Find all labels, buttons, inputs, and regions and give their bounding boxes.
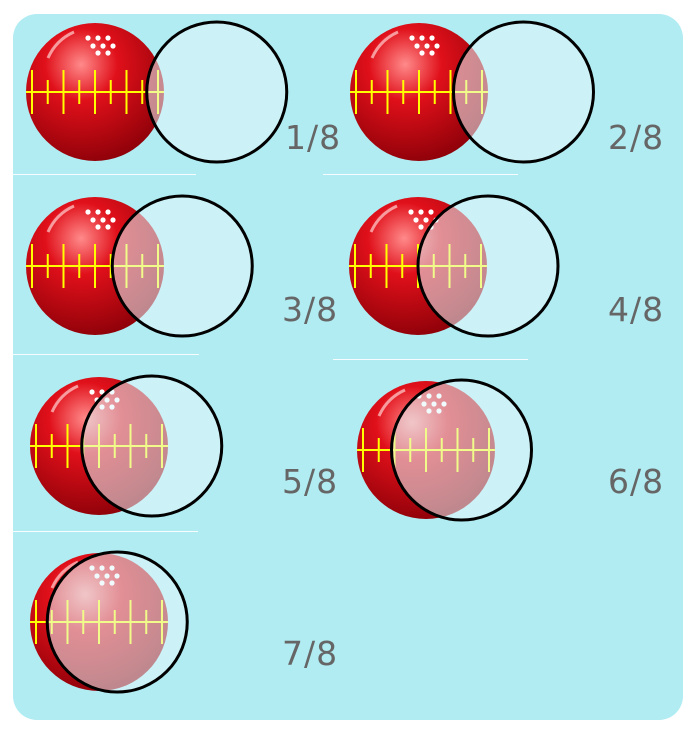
- highlight-dot: [408, 209, 414, 215]
- highlight-dot: [95, 35, 101, 41]
- highlight-dot: [105, 35, 111, 41]
- fraction-label-4: 4/8: [608, 290, 665, 329]
- overlap-graphic-5: [30, 374, 224, 518]
- row-divider-right-2: [333, 359, 528, 360]
- fraction-label-7: 7/8: [282, 634, 339, 673]
- covering-circle: [145, 20, 289, 164]
- overlap-graphic-1: [26, 20, 289, 164]
- diagram-panel: 1/8 2/8 3/8 4/8 5/8 6/8 7/8: [13, 14, 683, 720]
- covering-circle: [45, 550, 189, 694]
- highlight-dot: [100, 43, 106, 49]
- row-divider-right-1: [323, 174, 518, 175]
- covering-circle: [80, 374, 224, 518]
- highlight-dot: [429, 35, 435, 41]
- row-divider-left-1: [13, 174, 196, 175]
- overlap-graphic-6: [357, 378, 533, 522]
- fraction-label-3: 3/8: [282, 290, 339, 329]
- highlight-dot: [428, 209, 434, 215]
- highlight-dot: [90, 217, 96, 223]
- highlight-dot: [409, 35, 415, 41]
- covering-circle: [416, 194, 560, 338]
- highlight-arc: [369, 204, 398, 233]
- highlight-dot: [105, 50, 111, 56]
- highlight-dot: [413, 217, 419, 223]
- step-3: 3/8: [26, 194, 356, 366]
- overlap-graphic-2: [350, 20, 595, 164]
- highlight-arc: [50, 560, 79, 589]
- highlight-dot: [418, 209, 424, 215]
- step-6: 6/8: [357, 378, 683, 550]
- fraction-label-6: 6/8: [608, 462, 665, 501]
- highlight-dot: [85, 35, 91, 41]
- row-divider-left-2: [13, 354, 199, 355]
- covering-circle: [110, 194, 254, 338]
- highlight-dot: [105, 209, 111, 215]
- overlap-graphic-3: [26, 194, 254, 338]
- highlight-dot: [110, 217, 116, 223]
- highlight-dot: [95, 50, 101, 56]
- fraction-label-5: 5/8: [282, 462, 339, 501]
- step-2: 2/8: [350, 20, 680, 192]
- highlight-arc: [46, 204, 75, 233]
- highlight-dot: [89, 389, 95, 395]
- highlight-dot: [95, 224, 101, 230]
- step-7: 7/8: [30, 550, 360, 720]
- highlight-dot: [423, 217, 429, 223]
- highlight-dot: [85, 209, 91, 215]
- overlap-graphic-7: [30, 550, 189, 694]
- highlight-dot: [419, 35, 425, 41]
- row-divider-left-3: [13, 531, 198, 532]
- overlap-graphic-4: [349, 194, 560, 338]
- highlight-dot: [100, 217, 106, 223]
- highlight-arc: [377, 388, 406, 417]
- highlight-dot: [90, 43, 96, 49]
- highlight-dot: [110, 43, 116, 49]
- covering-circle: [452, 20, 595, 164]
- highlight-arc: [50, 384, 79, 413]
- fraction-label-2: 2/8: [608, 118, 665, 157]
- highlight-dot: [434, 43, 440, 49]
- covering-circle: [390, 378, 533, 522]
- highlight-dot: [418, 224, 424, 230]
- highlight-dot: [424, 43, 430, 49]
- step-1: 1/8: [26, 20, 356, 192]
- highlight-arc: [46, 30, 75, 59]
- highlight-arc: [370, 30, 399, 59]
- highlight-dot: [105, 224, 111, 230]
- highlight-dot: [99, 389, 105, 395]
- step-5: 5/8: [30, 374, 360, 546]
- highlight-dot: [414, 43, 420, 49]
- fraction-label-1: 1/8: [285, 118, 342, 157]
- highlight-dot: [95, 209, 101, 215]
- highlight-dot: [429, 50, 435, 56]
- highlight-dot: [419, 50, 425, 56]
- step-4: 4/8: [349, 194, 679, 366]
